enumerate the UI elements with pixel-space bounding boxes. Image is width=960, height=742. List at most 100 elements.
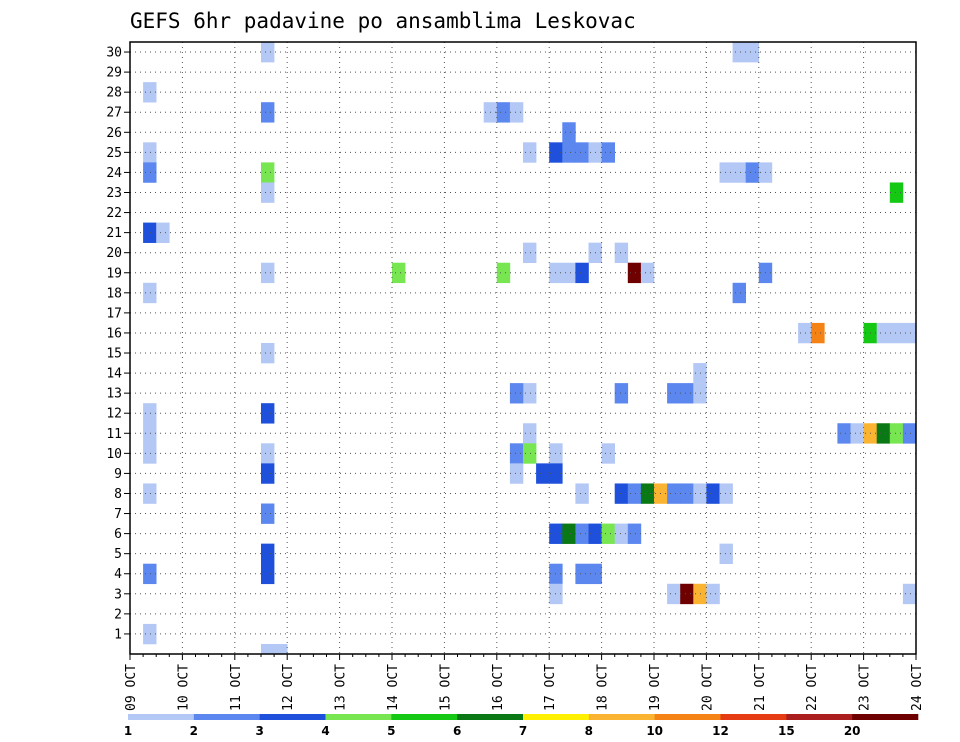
colorbar-legend: 1 2 3 4 5 6 7 8 10 12 15 20 [124,714,919,738]
y-tick-label: 29 [106,66,122,81]
heatmap-cell [575,483,589,504]
y-tick-label: 28 [106,86,122,101]
heatmap-cell [562,122,576,143]
y-tick-label: 17 [106,306,122,321]
heatmap-cell [496,102,511,123]
colorbar-label: 20 [844,724,861,738]
y-tick-label: 7 [114,507,122,522]
heatmap-cell [509,383,524,404]
y-tick-label: 18 [106,286,122,301]
y-tick-label: 14 [106,367,122,382]
x-tick-label: 16 OCT [491,664,506,711]
colorbar-label: 3 [255,724,263,738]
heatmap-cell [902,322,917,344]
heatmap-cell [627,523,642,544]
heatmap-cell [889,182,904,203]
colorbar-swatch [654,714,721,720]
heatmap-cell [601,142,615,163]
x-axis: 09 OCT 10 OCT 11 OCT 12 OCT 13 OCT 14 OCT 15 O… [124,654,925,711]
y-tick-label: 2 [114,607,122,622]
heatmap-cell [562,142,576,163]
heatmap-cell [719,483,733,504]
heatmap-cell [850,423,864,444]
heatmap-cell [667,483,681,504]
heatmap-cell [143,563,157,585]
heatmap-cell [876,423,891,444]
colorbar-swatch [259,714,326,720]
y-tick-label: 21 [106,226,122,241]
x-tick-label: 24 OCT [910,664,925,711]
colorbar-swatch [457,714,524,720]
heatmap-cell [601,523,615,544]
x-tick-label: 19 OCT [648,664,663,711]
colorbar-label: 12 [712,724,729,738]
colorbar-label: 1 [124,724,132,738]
heatmap-cell [837,423,851,444]
heatmap-cell [667,383,681,404]
plot-frame [129,41,917,655]
heatmap-cell [680,383,694,404]
heatmap-cell [509,463,524,484]
heatmap-cell [614,523,629,544]
heatmap-cell [536,463,550,484]
heatmap-cell [601,443,615,464]
y-tick-label: 6 [114,527,122,542]
heatmap-cell [261,563,275,585]
y-tick-label: 16 [106,326,122,341]
y-tick-label: 26 [106,126,122,141]
heatmap-cell [261,102,275,123]
y-tick-label: 22 [106,206,122,221]
x-tick-label: 14 OCT [386,664,401,711]
heatmap-cell [732,282,746,304]
y-tick-label: 25 [106,146,122,161]
heatmap-cell [261,403,275,424]
x-tick-label: 20 OCT [700,664,715,711]
chart-title: GEFS 6hr padavine po ansamblima Leskovac [130,9,636,33]
y-tick-label: 13 [106,387,122,402]
heatmap-cell [562,262,576,284]
heatmap-cell [523,423,537,444]
heatmap-cell [811,322,825,344]
y-tick-label: 1 [114,627,122,642]
colorbar-swatch [128,714,195,720]
heatmap-cell [143,423,157,444]
x-tick-label: 17 OCT [543,664,558,711]
heatmap-cell [261,543,275,565]
x-tick-label: 22 OCT [805,664,820,711]
y-tick-label: 24 [106,166,122,181]
heatmap-cell [732,162,746,183]
y-tick-label: 30 [106,46,122,61]
colorbar-label: 7 [519,724,527,738]
heatmap-cell [261,182,275,203]
colorbar-swatch [588,714,655,720]
heatmap-cell [523,242,537,264]
x-tick-label: 18 OCT [596,664,611,711]
heatmap-cell [143,403,157,424]
heatmap-cell [745,162,760,183]
y-tick-label: 15 [106,347,122,362]
colorbar-label: 4 [321,724,329,738]
heatmap-cell [261,262,275,284]
heatmap-cell [143,623,157,645]
heatmap-cell [798,322,812,344]
heatmap-cell [902,423,917,444]
x-tick-label: 21 OCT [753,664,768,711]
heatmap-cell [575,262,589,284]
colorbar-swatch [523,714,590,720]
colorbar-label: 10 [646,724,663,738]
y-tick-label: 3 [114,587,122,602]
heatmap-cell [392,262,406,284]
heatmap-cell [523,383,537,404]
colorbar-swatch [325,714,392,720]
heatmap-cell [523,142,537,163]
colorbar-label: 5 [387,724,395,738]
x-tick-label: 23 OCT [858,664,873,711]
heatmap-cell [143,142,157,163]
y-tick-label: 8 [114,487,122,502]
heatmap-cell [156,222,170,243]
heatmap-cell [496,262,511,284]
heatmap-cell [745,42,760,63]
heatmap-cell [706,483,720,504]
x-tick-label: 11 OCT [229,664,244,711]
heatmap-cell [732,42,746,63]
